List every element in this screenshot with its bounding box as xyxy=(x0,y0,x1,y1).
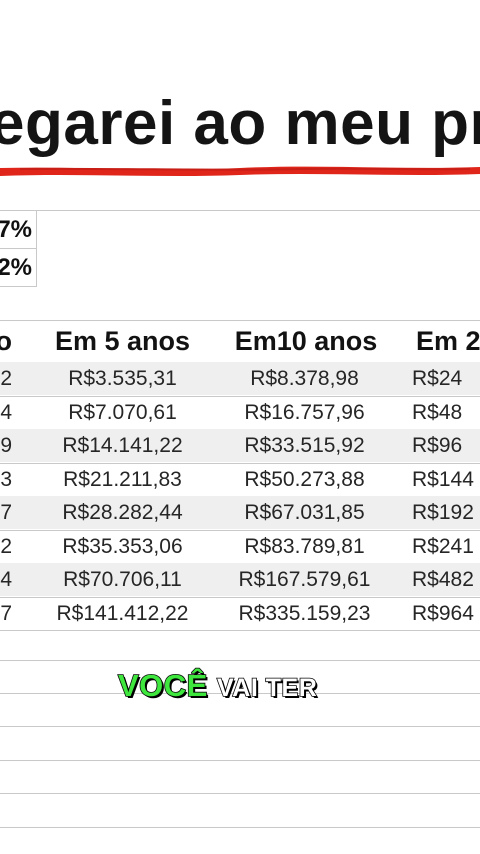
cell-20-years: R$192 xyxy=(412,501,474,524)
col-header-initial: o xyxy=(0,326,12,356)
divider xyxy=(0,596,480,598)
table-row: 39 R$14.141,22 R$33.515,92 R$96 xyxy=(0,429,480,462)
divider xyxy=(0,462,480,464)
red-underline xyxy=(0,166,480,176)
table-row: 44 R$70.706,11 R$167.579,61 R$482 xyxy=(0,563,480,596)
caption-highlight: VOCÊ xyxy=(117,667,208,704)
table-row: 57 R$28.282,44 R$67.031,85 R$192 xyxy=(0,496,480,529)
cell-10-years: R$50.273,88 xyxy=(244,467,365,491)
table-row: 22 R$35.353,06 R$83.789,81 R$241 xyxy=(0,530,480,563)
cell-20-years: R$482 xyxy=(412,568,474,591)
cell-20-years: R$48 xyxy=(412,400,463,424)
cell-5-years: R$35.353,06 xyxy=(62,534,183,558)
cell-20-years: R$96 xyxy=(412,434,463,457)
table-row: 2 R$3.535,31 R$8.378,98 R$24 xyxy=(0,362,480,395)
cell-10-years: R$67.031,85 xyxy=(244,501,365,524)
cell-initial: 44 xyxy=(0,568,12,591)
cell-5-years: R$3.535,31 xyxy=(68,367,177,390)
cell-initial: 4 xyxy=(0,400,12,424)
subtitle-caption: VOCÊ VAI TER xyxy=(117,667,318,704)
cell-initial: 87 xyxy=(0,601,12,625)
col-header-10-years: Em10 anos xyxy=(234,326,378,356)
divider xyxy=(0,760,480,761)
cell-10-years: R$8.378,98 xyxy=(250,367,359,390)
cell-20-years: R$964 xyxy=(412,601,474,625)
cell-10-years: R$33.515,92 xyxy=(244,434,365,457)
cell-10-years: R$335.159,23 xyxy=(238,601,371,625)
percent-value: 7% xyxy=(0,216,32,243)
cell-initial: 39 xyxy=(0,434,12,457)
cell-initial: 22 xyxy=(0,534,12,558)
col-header-20-years: Em 2 xyxy=(416,326,480,356)
cell-5-years: R$14.141,22 xyxy=(62,434,183,457)
table-row: 4 R$7.070,61 R$16.757,96 R$48 xyxy=(0,396,480,429)
table-row: 87 R$141.412,22 R$335.159,23 R$964 xyxy=(0,597,480,630)
divider xyxy=(0,827,480,828)
cell-5-years: R$21.211,83 xyxy=(63,467,182,491)
divider xyxy=(0,726,480,727)
cell-10-years: R$167.579,61 xyxy=(238,568,371,591)
cell-10-years: R$16.757,96 xyxy=(244,400,365,424)
cell-10-years: R$83.789,81 xyxy=(244,534,365,558)
cell-initial: 57 xyxy=(0,501,12,524)
caption-text: VAI TER xyxy=(216,673,318,703)
cell-5-years: R$141.412,22 xyxy=(56,601,189,625)
cell-20-years: R$24 xyxy=(412,367,463,390)
percent-value: 2% xyxy=(0,254,32,281)
cell-initial: 2 xyxy=(0,367,12,390)
cell-20-years: R$241 xyxy=(412,534,474,558)
divider xyxy=(0,693,480,694)
cell-5-years: R$28.282,44 xyxy=(62,501,183,524)
page-title: egarei ao meu pr xyxy=(0,89,480,158)
cell-5-years: R$7.070,61 xyxy=(68,400,177,424)
table-row: 3 R$21.211,83 R$50.273,88 R$144 xyxy=(0,463,480,496)
divider xyxy=(0,630,480,631)
divider xyxy=(0,210,480,211)
divider xyxy=(0,793,480,794)
cell-initial: 3 xyxy=(0,467,12,491)
cell-20-years: R$144 xyxy=(412,467,474,491)
divider xyxy=(0,529,480,531)
divider xyxy=(0,395,480,397)
divider xyxy=(0,320,480,321)
cell-5-years: R$70.706,11 xyxy=(63,568,182,591)
percent-box xyxy=(0,210,37,287)
divider xyxy=(0,660,480,661)
col-header-5-years: Em 5 anos xyxy=(54,326,191,356)
divider xyxy=(0,248,36,249)
